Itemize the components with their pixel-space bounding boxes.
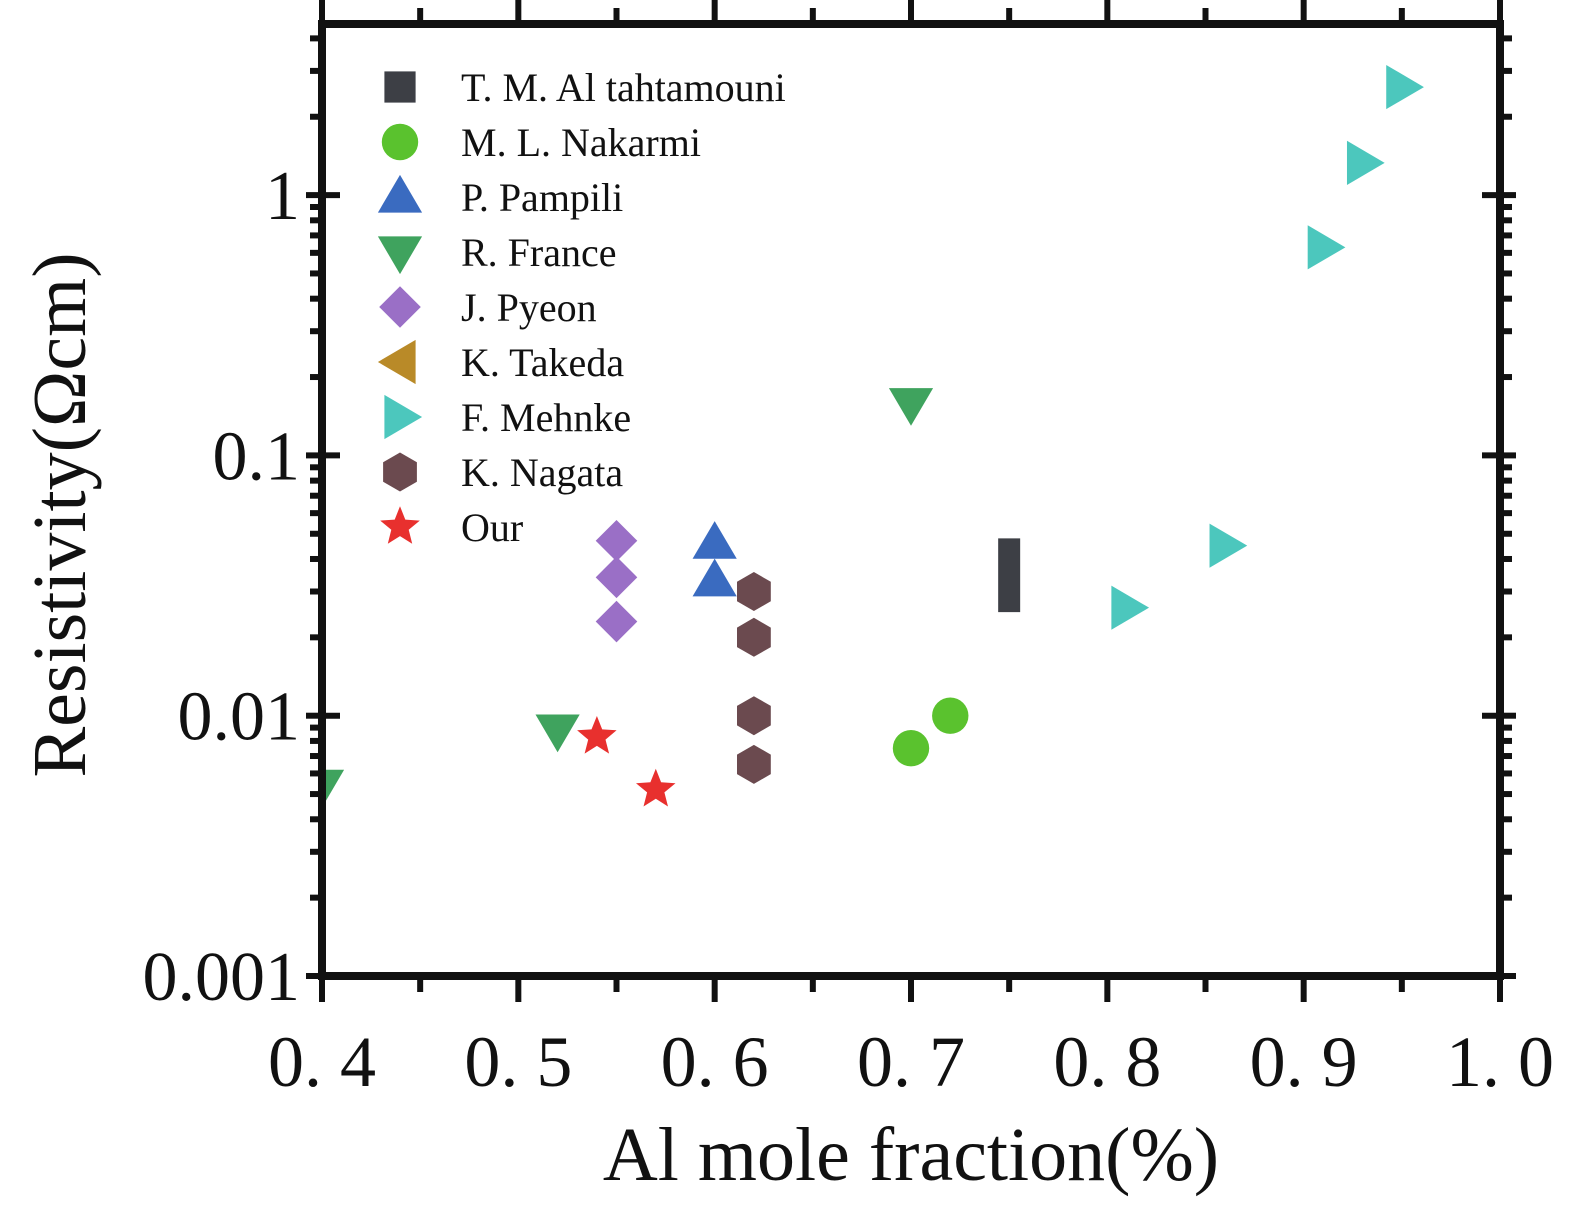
data-point-f-mehnke-3 [1346,140,1385,185]
legend-marker [380,506,420,544]
x-tick-label: 0. 9 [1250,1022,1358,1102]
data-point-f-mehnke-0 [1111,585,1150,630]
data-point-our-0 [577,716,617,754]
data-point-r-france-0 [322,769,345,808]
data-point-j-pyeon-2 [595,600,638,643]
data-points [322,64,1424,808]
legend-marker [377,339,416,385]
data-point-r-france-1 [535,714,580,753]
data-point-f-mehnke-2 [1307,225,1346,270]
y-axis-title: Resistivity(Ωcm) [18,252,102,777]
data-range-t-m-al-tahtamouni-0 [998,538,1021,613]
legend-label: M. L. Nakarmi [461,120,701,165]
legend-label: Our [461,505,523,550]
legend: T. M. Al tahtamouni M. L. Nakarmi P. Pampi… [377,65,786,550]
legend-label: F. Mehnke [461,395,631,440]
legend-label: R. France [461,230,617,275]
x-tick-label: 0. 4 [268,1022,376,1102]
legend-label: K. Takeda [461,340,624,385]
y-tick-label: 0.01 [178,679,301,756]
x-tick-label: 0. 7 [857,1022,965,1102]
x-tick-label: 1. 0 [1446,1022,1554,1102]
data-point-j-pyeon-1 [595,556,638,599]
data-point-k-nagata-3 [737,744,771,784]
data-point-f-mehnke-1 [1209,523,1248,568]
legend-marker [384,71,416,103]
data-point-j-pyeon-0 [595,519,638,562]
data-point-f-mehnke-4 [1386,64,1424,110]
legend-marker [379,286,421,328]
legend-label: T. M. Al tahtamouni [461,65,786,110]
data-point-m-l-nakarmi-1 [932,697,969,734]
legend-label: P. Pampili [461,175,623,220]
plot-area-frame [318,20,1504,980]
legend-label: J. Pyeon [461,285,597,330]
data-point-k-nagata-1 [737,617,771,657]
axis-ticks [306,0,1516,1002]
data-point-m-l-nakarmi-0 [892,730,930,767]
legend-marker [377,174,423,213]
data-point-p-pampili-1 [692,558,737,597]
y-tick-label: 1 [265,158,300,235]
legend-marker [384,394,423,440]
legend-marker [381,123,419,161]
x-tick-label: 0. 8 [1053,1022,1161,1102]
data-point-k-nagata-0 [737,572,771,611]
x-axis-title: Al mole fraction(%) [603,1113,1219,1197]
legend-marker [377,236,423,275]
x-tick-label: 0. 6 [661,1022,769,1102]
x-tick-label: 0. 5 [464,1022,572,1102]
data-point-our-1 [636,768,676,807]
data-point-r-france-2 [888,388,934,426]
y-tick-label: 0.001 [143,939,301,1016]
data-point-k-nagata-2 [737,696,771,736]
y-tick-label: 0.1 [213,418,301,495]
data-point-p-pampili-0 [692,521,737,559]
legend-label: K. Nagata [461,450,623,495]
legend-marker [383,452,417,492]
axis-tick-labels: 0. 4 0. 5 0. 6 0. 7 0. 8 0. 9 1. 0 0.001 0.01 0.1… [143,158,1555,1102]
